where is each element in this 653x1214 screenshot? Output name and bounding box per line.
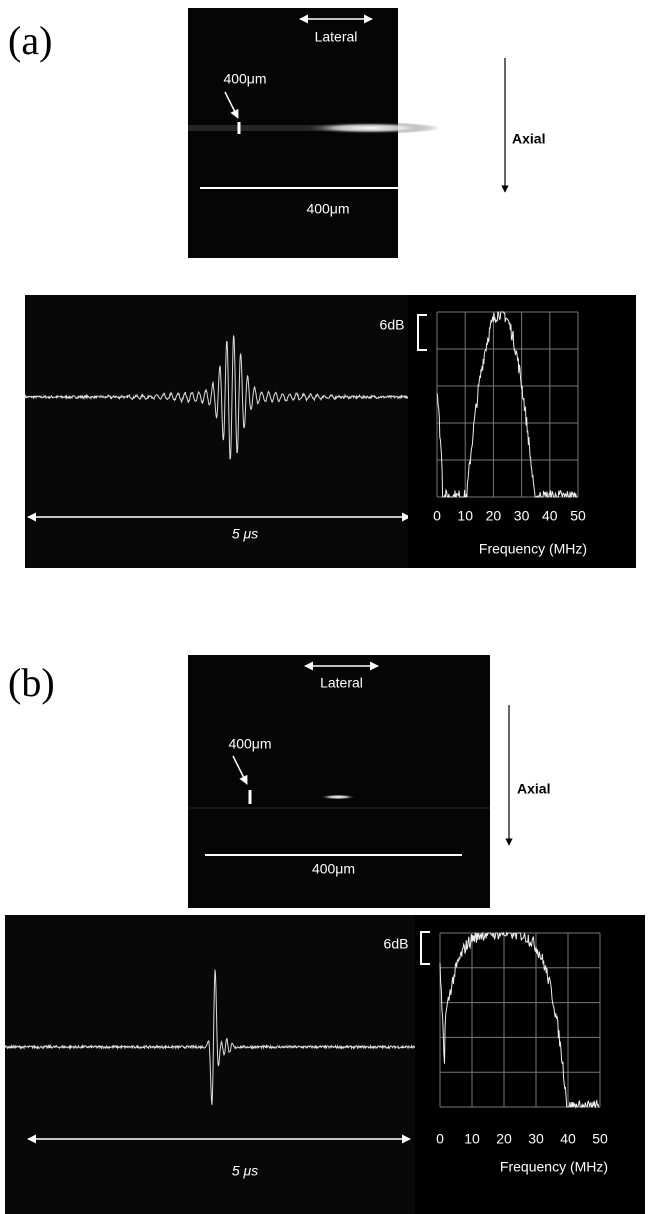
echo-blob	[320, 794, 356, 800]
echo-blob	[300, 122, 440, 134]
db-label: 6dB	[384, 936, 409, 952]
scale-horizontal-label: 400μm	[306, 201, 349, 217]
waveform-trace	[24, 334, 411, 460]
x-axis-label: Frequency (MHz)	[479, 541, 587, 557]
spectrum-trace	[439, 931, 600, 1109]
axial-label: Axial	[517, 781, 550, 797]
x-tick-label: 0	[433, 508, 441, 524]
panel-label: (a)	[8, 18, 52, 63]
lateral-label: Lateral	[320, 675, 363, 691]
x-tick-label: 20	[486, 508, 502, 524]
scale-horizontal-label: 400μm	[312, 861, 355, 877]
x-tick-label: 0	[436, 1131, 444, 1147]
x-tick-label: 40	[542, 508, 558, 524]
x-tick-label: 20	[496, 1131, 512, 1147]
axial-label: Axial	[512, 131, 545, 147]
scale-vertical-label: 400μm	[223, 71, 266, 87]
panel-label: (b)	[8, 660, 55, 705]
x-tick-label: 30	[528, 1131, 544, 1147]
x-tick-label: 50	[570, 508, 586, 524]
x-tick-label: 30	[514, 508, 530, 524]
waveform-trace	[4, 969, 416, 1105]
pointer-arrow	[224, 91, 239, 119]
x-tick-label: 10	[457, 508, 473, 524]
x-tick-label: 10	[464, 1131, 480, 1147]
spectrum-box	[415, 915, 645, 1214]
scale-vertical-label: 400μm	[228, 736, 271, 752]
ultrasound-image	[188, 655, 490, 908]
x-axis-label: Frequency (MHz)	[500, 1159, 608, 1175]
db-label: 6dB	[380, 317, 405, 333]
lateral-label: Lateral	[315, 29, 358, 45]
x-tick-label: 40	[560, 1131, 576, 1147]
duration-label: 5 μs	[232, 526, 258, 542]
db-bracket	[417, 314, 427, 351]
duration-label: 5 μs	[232, 1163, 258, 1179]
waveform-box	[25, 295, 410, 568]
spectrum-trace	[436, 311, 578, 498]
pointer-arrow	[232, 755, 248, 785]
x-tick-label: 50	[592, 1131, 608, 1147]
db-bracket	[420, 931, 430, 965]
